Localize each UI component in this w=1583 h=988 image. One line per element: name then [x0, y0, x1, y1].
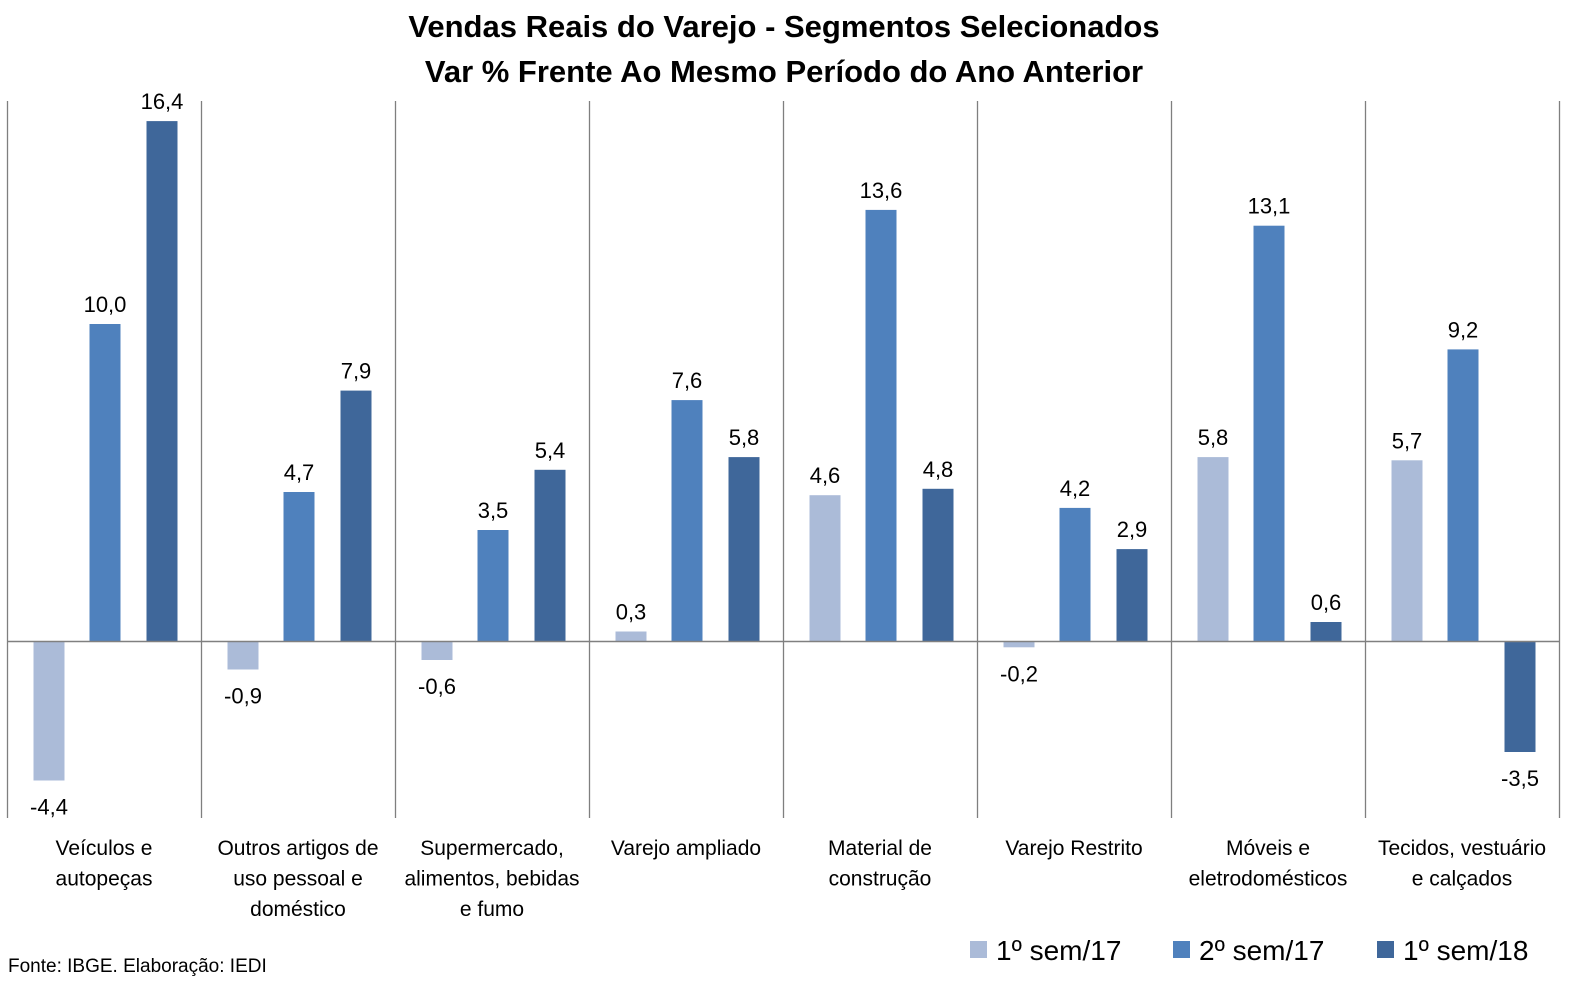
legend-item: 1º sem/17 [970, 935, 1121, 966]
bar [865, 209, 897, 641]
bar [1059, 507, 1091, 641]
data-label: 4,8 [923, 457, 954, 482]
legend: 1º sem/17 2º sem/17 1º sem/18 [970, 935, 1528, 966]
legend-swatch [1173, 941, 1190, 958]
data-label: 9,2 [1448, 317, 1479, 342]
bar [227, 641, 259, 670]
data-label: 13,1 [1248, 194, 1291, 219]
data-label: 5,4 [535, 438, 566, 463]
category-label: Tecidos, vestuário e calçados [1378, 837, 1546, 891]
bar [421, 641, 453, 660]
bar [1003, 641, 1035, 648]
category-label: Varejo Restrito [1005, 837, 1142, 860]
data-label: 13,6 [860, 178, 903, 203]
bar [615, 631, 647, 641]
data-label: 7,9 [341, 359, 372, 384]
data-label: -0,2 [1000, 661, 1038, 686]
data-label: 0,3 [616, 600, 647, 625]
bar [1116, 549, 1148, 641]
data-label: 4,7 [284, 460, 315, 485]
bar [728, 457, 760, 641]
legend-swatch [970, 941, 987, 958]
category-label: Material de construção [828, 837, 932, 891]
data-label: 3,5 [478, 498, 509, 523]
bar [1391, 460, 1423, 641]
bar [1310, 622, 1342, 641]
bar [340, 390, 372, 641]
bar [89, 324, 121, 641]
category-label: Varejo ampliado [611, 837, 761, 860]
bar [477, 530, 509, 641]
bar [1504, 641, 1536, 752]
data-label: -4,4 [30, 795, 68, 820]
legend-label: 1º sem/18 [1403, 935, 1528, 966]
data-label: 16,4 [141, 89, 184, 114]
data-label: -0,9 [224, 684, 262, 709]
legend-swatch [1377, 941, 1394, 958]
legend-item: 1º sem/18 [1377, 935, 1528, 966]
bar [1447, 349, 1479, 641]
data-label: 4,6 [810, 463, 841, 488]
data-label: 10,0 [84, 292, 127, 317]
category-labels: Veículos e autopeças Outros artigos de uso … [56, 837, 1547, 921]
chart-title: Vendas Reais do Varejo - Segmentos Selec… [408, 9, 1159, 44]
data-label: -3,5 [1501, 766, 1539, 791]
data-label: 0,6 [1311, 590, 1342, 615]
category-separators [6, 101, 1561, 818]
data-label: 5,8 [1198, 425, 1229, 450]
category-label: Supermercado, alimentos, bebidas e fumo [404, 837, 579, 921]
bar [1197, 457, 1229, 641]
category-label: Outros artigos de uso pessoal e doméstico [217, 837, 378, 921]
bar [671, 400, 703, 641]
data-label: 5,7 [1392, 428, 1423, 453]
bar [146, 121, 178, 642]
bar [809, 495, 841, 641]
bars [33, 121, 1536, 781]
bar [33, 641, 65, 781]
data-label: 7,6 [672, 368, 703, 393]
data-label: 5,8 [729, 425, 760, 450]
category-label: Veículos e autopeças [56, 837, 153, 891]
bar [922, 488, 954, 641]
chart-subtitle: Var % Frente Ao Mesmo Período do Ano Ant… [425, 54, 1143, 89]
legend-label: 2º sem/17 [1199, 935, 1324, 966]
legend-item: 2º sem/17 [1173, 935, 1324, 966]
bar [283, 492, 315, 641]
data-labels: -4,4 10,0 16,4 -0,9 4,7 7,9 -0,6 3,5 5,4 0,3 7,6 5,… [30, 89, 1539, 819]
category-label: Móveis e eletrodomésticos [1189, 837, 1348, 891]
bar [1253, 225, 1285, 641]
source-note: Fonte: IBGE. Elaboração: IEDI [8, 956, 267, 977]
data-label: 2,9 [1117, 517, 1148, 542]
bar [534, 469, 566, 641]
legend-label: 1º sem/17 [996, 935, 1121, 966]
data-label: 4,2 [1060, 476, 1091, 501]
data-label: -0,6 [418, 674, 456, 699]
